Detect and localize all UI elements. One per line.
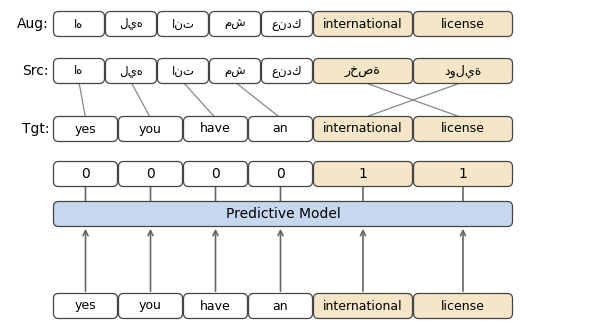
FancyBboxPatch shape xyxy=(210,58,260,84)
FancyBboxPatch shape xyxy=(184,294,247,319)
Text: Tgt:: Tgt: xyxy=(21,122,49,136)
Text: Src:: Src: xyxy=(23,64,49,78)
Text: انت: انت xyxy=(172,64,194,77)
FancyBboxPatch shape xyxy=(105,58,157,84)
FancyBboxPatch shape xyxy=(249,117,312,142)
FancyBboxPatch shape xyxy=(249,162,312,186)
Text: عندك: عندك xyxy=(272,17,302,30)
FancyBboxPatch shape xyxy=(313,58,412,84)
Text: an: an xyxy=(273,300,288,313)
FancyBboxPatch shape xyxy=(414,117,513,142)
Text: 1: 1 xyxy=(359,167,368,181)
Text: اه: اه xyxy=(74,17,83,30)
Text: license: license xyxy=(441,123,485,136)
FancyBboxPatch shape xyxy=(414,294,513,319)
FancyBboxPatch shape xyxy=(119,117,182,142)
FancyBboxPatch shape xyxy=(262,11,312,36)
FancyBboxPatch shape xyxy=(210,11,260,36)
FancyBboxPatch shape xyxy=(54,58,104,84)
FancyBboxPatch shape xyxy=(313,117,412,142)
FancyBboxPatch shape xyxy=(105,11,157,36)
FancyBboxPatch shape xyxy=(313,11,412,36)
Text: 0: 0 xyxy=(81,167,90,181)
Text: yes: yes xyxy=(74,300,97,313)
FancyBboxPatch shape xyxy=(54,117,117,142)
Text: ليه: ليه xyxy=(119,17,143,30)
FancyBboxPatch shape xyxy=(54,162,117,186)
FancyBboxPatch shape xyxy=(157,58,209,84)
Text: international: international xyxy=(323,17,403,30)
Text: Aug:: Aug: xyxy=(17,17,49,31)
Text: دولية: دولية xyxy=(444,64,482,77)
Text: yes: yes xyxy=(74,123,97,136)
Text: ليه: ليه xyxy=(119,64,143,77)
Text: have: have xyxy=(200,300,231,313)
Text: license: license xyxy=(441,17,485,30)
Text: license: license xyxy=(441,300,485,313)
FancyBboxPatch shape xyxy=(54,201,513,226)
Text: 0: 0 xyxy=(276,167,285,181)
FancyBboxPatch shape xyxy=(414,162,513,186)
Text: مش: مش xyxy=(224,17,246,30)
FancyBboxPatch shape xyxy=(313,162,412,186)
FancyBboxPatch shape xyxy=(184,117,247,142)
Text: have: have xyxy=(200,123,231,136)
Text: مش: مش xyxy=(224,64,246,77)
Text: رخصة: رخصة xyxy=(345,64,381,77)
Text: عندك: عندك xyxy=(272,64,302,77)
Text: an: an xyxy=(273,123,288,136)
FancyBboxPatch shape xyxy=(249,294,312,319)
Text: international: international xyxy=(323,300,403,313)
Text: اه: اه xyxy=(74,64,83,77)
FancyBboxPatch shape xyxy=(184,162,247,186)
Text: 1: 1 xyxy=(458,167,467,181)
Text: international: international xyxy=(323,123,403,136)
Text: you: you xyxy=(139,123,162,136)
FancyBboxPatch shape xyxy=(54,294,117,319)
FancyBboxPatch shape xyxy=(414,11,513,36)
FancyBboxPatch shape xyxy=(119,294,182,319)
FancyBboxPatch shape xyxy=(119,162,182,186)
FancyBboxPatch shape xyxy=(262,58,312,84)
FancyBboxPatch shape xyxy=(414,58,513,84)
Text: Predictive Model: Predictive Model xyxy=(226,207,340,221)
Text: 0: 0 xyxy=(146,167,155,181)
Text: انت: انت xyxy=(172,17,194,30)
Text: you: you xyxy=(139,300,162,313)
FancyBboxPatch shape xyxy=(54,11,104,36)
FancyBboxPatch shape xyxy=(157,11,209,36)
FancyBboxPatch shape xyxy=(313,294,412,319)
Text: 0: 0 xyxy=(211,167,220,181)
